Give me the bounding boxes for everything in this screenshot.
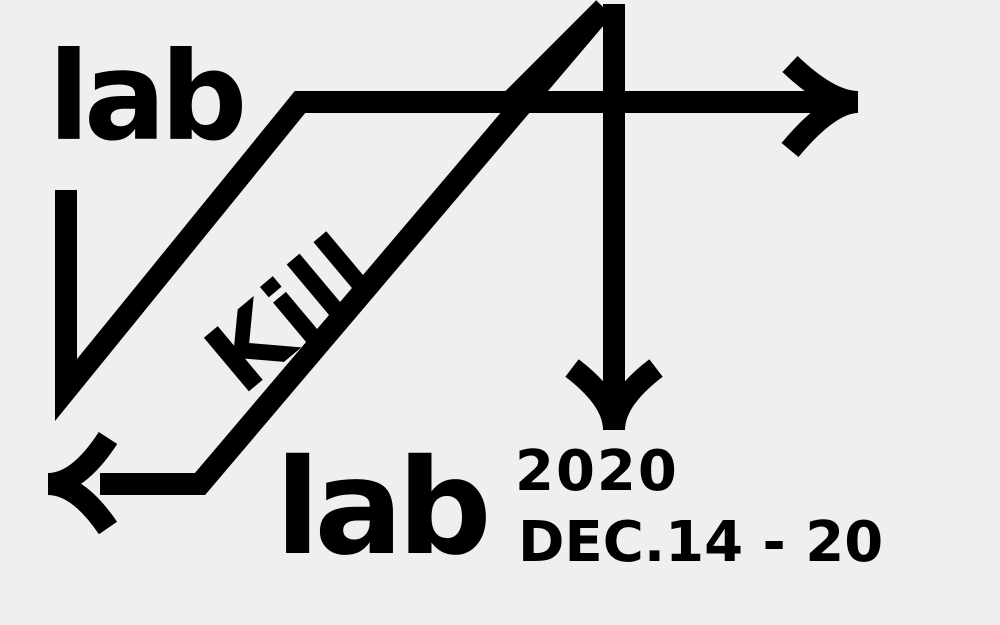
apex-diagonal: [510, 8, 604, 102]
title-lab-top: lab: [48, 36, 241, 158]
arrow-left-icon: [48, 438, 108, 528]
event-year: 2020: [515, 444, 679, 500]
event-dates: DEC.14 - 20: [518, 515, 883, 571]
title-lab-bottom: lab: [275, 442, 486, 574]
